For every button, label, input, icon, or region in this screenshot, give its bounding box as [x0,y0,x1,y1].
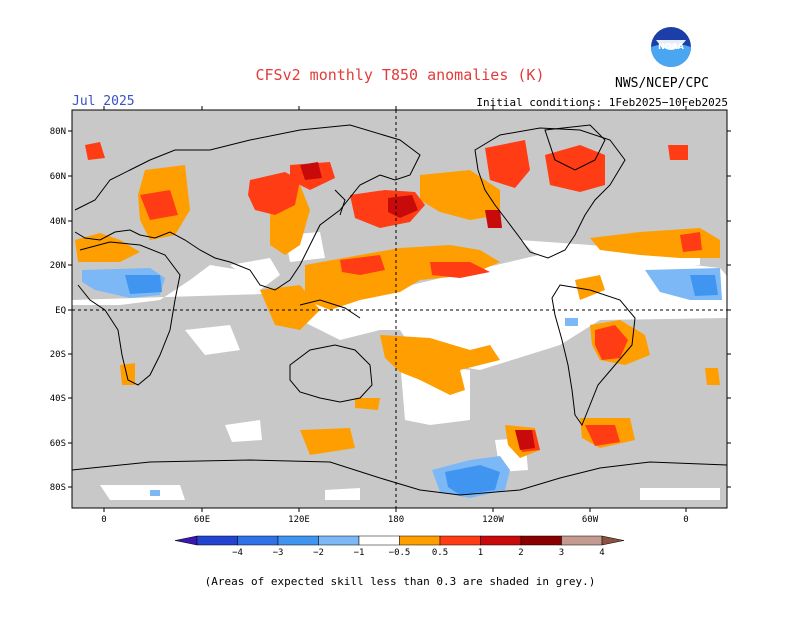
lat-label: 60N [50,172,66,182]
longitude-axis: 0 60E 120E 180 120W 60W 0 [101,106,689,525]
lon-label: 60W [582,515,599,525]
lat-label: 80S [50,483,66,493]
lat-label: 20N [50,261,66,271]
legend-swatch [399,535,441,546]
legend-swatch [277,535,319,546]
legend-label: −3 [273,548,284,558]
legend-swatch [196,535,238,546]
legend-label: 2 [518,548,523,558]
lon-label: 0 [683,515,688,525]
lat-label: 80N [50,127,66,137]
lon-label: 60E [194,515,210,525]
noaa-logo: NOAA [651,27,691,67]
continent-outlines [71,124,728,496]
lat-label: 40N [50,217,66,227]
legend-label: −2 [313,548,324,558]
lon-label: 180 [388,515,404,525]
legend-swatch [358,535,400,546]
lat-label: 40S [50,394,66,404]
lat-label: 60S [50,439,66,449]
neutral-skill-regions [72,232,727,500]
map-frame [71,109,728,509]
legend-label: −4 [232,548,243,558]
lon-label: 0 [101,515,106,525]
legend-swatch [520,535,562,546]
initial-conditions: Initial conditions: 1Feb2025−10Feb2025 [476,96,728,109]
legend-swatch [480,535,522,546]
forecast-month: Jul 2025 [72,94,135,109]
legend-label: −0.5 [389,548,411,558]
legend-arrow-right [601,535,625,546]
lat-label: 20S [50,350,66,360]
legend-label: 1 [478,548,483,558]
logo-text: NOAA [658,42,684,51]
lon-label: 120E [288,515,310,525]
latitude-axis: 80N 60N 40N 20N EQ 20S 40S 60S 80S [50,127,731,493]
lat-label: EQ [55,306,66,316]
agency-label: NWS/NCEP/CPC [615,76,709,91]
cool-anomaly-regions [82,268,722,498]
lon-label: 120W [482,515,504,525]
legend-label: 0.5 [432,548,448,558]
legend-arrow-left [174,535,198,546]
legend-swatch [237,535,279,546]
skill-note: (Areas of expected skill less than 0.3 a… [204,575,596,588]
legend-swatch [318,535,360,546]
color-legend: −4 −3 −2 −1 −0.5 0.5 1 2 3 4 [174,535,625,558]
legend-swatch [439,535,481,546]
legend-label: 4 [599,548,604,558]
legend-label: −1 [354,548,365,558]
legend-swatch [561,535,603,546]
legend-label: 3 [559,548,564,558]
figure-title: CFSv2 monthly T850 anomalies (K) [255,66,545,84]
